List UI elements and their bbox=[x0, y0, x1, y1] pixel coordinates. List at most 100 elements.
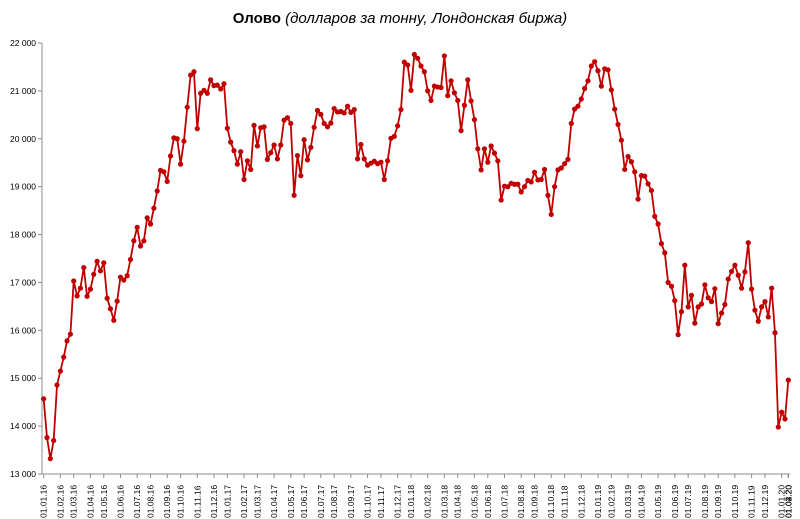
data-point bbox=[224, 125, 230, 131]
data-point bbox=[268, 150, 274, 156]
x-tick-label: 01.02.17 bbox=[239, 485, 249, 518]
x-tick-label: 01.06.18 bbox=[483, 485, 493, 518]
x-tick-label: 01.01.20 bbox=[777, 485, 787, 518]
data-point bbox=[341, 110, 347, 116]
data-point bbox=[328, 120, 334, 126]
data-point bbox=[451, 90, 458, 96]
data-point bbox=[164, 178, 170, 184]
data-point bbox=[538, 176, 544, 183]
x-tick-label: 01.11.18 bbox=[560, 485, 570, 518]
x-tick-label: 01.06.17 bbox=[299, 485, 309, 518]
data-point bbox=[722, 301, 728, 308]
x-tick-label: 01.03.18 bbox=[439, 485, 449, 518]
data-point bbox=[288, 120, 294, 127]
data-point bbox=[445, 93, 451, 99]
data-point bbox=[481, 146, 488, 152]
data-point bbox=[184, 104, 190, 110]
data-point bbox=[618, 137, 624, 143]
x-tick-label: 01.04.20 bbox=[783, 485, 793, 518]
data-point bbox=[254, 143, 260, 149]
data-point bbox=[378, 159, 384, 165]
x-tick-label: 01.04.17 bbox=[269, 485, 279, 518]
data-point bbox=[541, 166, 548, 173]
data-point bbox=[759, 304, 765, 310]
data-point bbox=[428, 97, 434, 104]
data-point bbox=[127, 256, 134, 263]
data-point bbox=[147, 221, 154, 227]
data-point bbox=[675, 332, 681, 338]
data-point bbox=[294, 152, 301, 159]
data-point bbox=[612, 106, 618, 112]
data-point bbox=[682, 262, 688, 268]
y-tick-label: 15 000 bbox=[10, 373, 36, 383]
axes-layer bbox=[41, 43, 790, 475]
data-point bbox=[678, 309, 685, 315]
x-tick-label: 01.02.19 bbox=[606, 485, 616, 518]
data-point bbox=[528, 179, 534, 185]
data-point bbox=[94, 258, 100, 264]
data-point bbox=[728, 268, 735, 275]
data-point bbox=[234, 161, 240, 167]
data-point bbox=[84, 293, 90, 299]
data-point bbox=[658, 241, 665, 247]
x-tick-label: 01.04.16 bbox=[85, 485, 95, 518]
y-tick-label: 18 000 bbox=[10, 230, 36, 240]
data-point bbox=[344, 103, 351, 109]
x-tick-label: 01.09.18 bbox=[530, 485, 540, 518]
data-point bbox=[742, 269, 748, 275]
x-tick-label: 01.11.16 bbox=[192, 485, 202, 518]
y-tick-label: 17 000 bbox=[10, 277, 36, 287]
y-tick-label: 16 000 bbox=[10, 325, 36, 335]
x-tick-label: 01.07.19 bbox=[683, 485, 693, 518]
data-point bbox=[231, 148, 237, 154]
data-point bbox=[565, 156, 571, 162]
data-point bbox=[665, 279, 671, 286]
data-point bbox=[458, 128, 464, 134]
data-point bbox=[41, 396, 47, 402]
x-tick-label: 01.08.18 bbox=[516, 485, 526, 518]
data-point bbox=[779, 409, 785, 415]
data-point bbox=[151, 205, 157, 211]
x-tick-label: 01.06.19 bbox=[670, 485, 680, 518]
data-point bbox=[785, 377, 791, 383]
data-point bbox=[421, 69, 427, 75]
data-point bbox=[418, 63, 424, 69]
x-tick-label: 01.01.18 bbox=[406, 485, 416, 518]
data-point bbox=[124, 273, 130, 279]
data-point bbox=[515, 181, 521, 187]
data-point bbox=[765, 314, 771, 320]
data-point bbox=[51, 437, 57, 444]
x-tick-label: 01.02.20 bbox=[783, 485, 793, 518]
data-point bbox=[568, 120, 574, 127]
data-point bbox=[114, 298, 120, 304]
data-point bbox=[398, 106, 404, 113]
data-point bbox=[278, 142, 284, 148]
data-point bbox=[261, 124, 267, 130]
data-point bbox=[725, 276, 731, 282]
data-point bbox=[358, 141, 364, 148]
data-point bbox=[705, 295, 711, 301]
x-tick-label: 01.12.19 bbox=[760, 485, 770, 518]
data-point bbox=[625, 153, 631, 160]
data-point bbox=[668, 283, 675, 289]
x-tick-label: 01.07.17 bbox=[316, 485, 326, 518]
x-tick-label: 01.09.16 bbox=[162, 485, 172, 518]
data-point bbox=[324, 124, 331, 130]
data-point bbox=[578, 96, 584, 102]
chart-title-subtitle: (долларов за тонну, Лондонская биржа) bbox=[285, 10, 568, 27]
y-tick-label: 20 000 bbox=[10, 134, 36, 144]
x-tick-label: 01.12.18 bbox=[576, 485, 586, 518]
y-tick-label: 21 000 bbox=[10, 86, 36, 96]
data-point bbox=[495, 158, 501, 164]
data-point bbox=[752, 307, 758, 313]
data-point bbox=[551, 184, 558, 190]
x-tick-label: 01.03.16 bbox=[69, 485, 79, 518]
x-tick-label: 01.05.18 bbox=[469, 485, 479, 518]
data-point bbox=[561, 161, 568, 167]
data-point bbox=[592, 59, 598, 65]
data-point bbox=[74, 293, 80, 299]
data-point bbox=[498, 197, 504, 203]
data-point bbox=[301, 137, 307, 143]
data-point bbox=[187, 72, 194, 78]
data-point bbox=[615, 121, 621, 128]
